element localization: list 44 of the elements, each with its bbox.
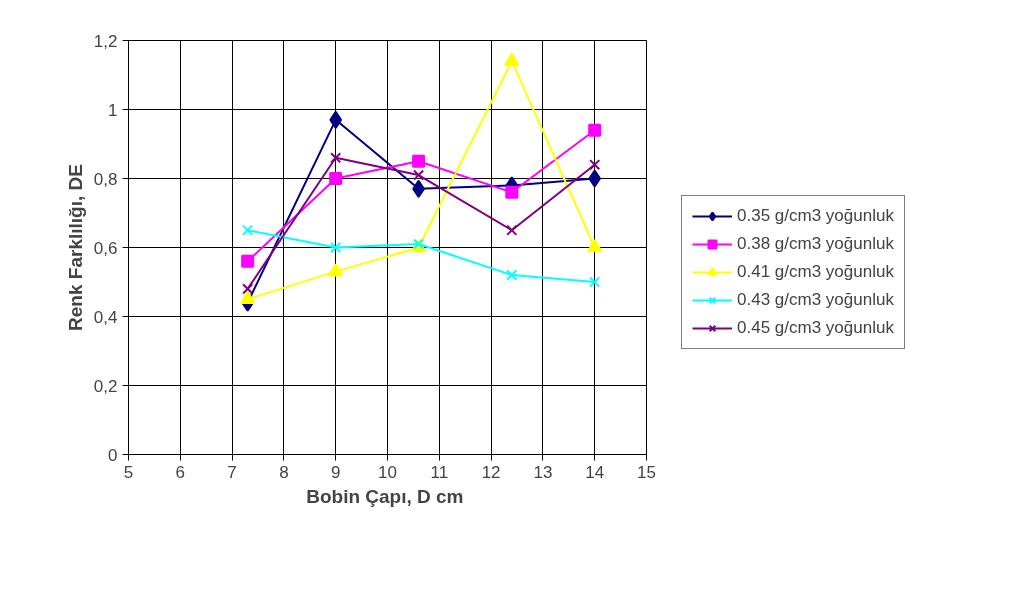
legend-label: 0.38 g/cm3 yoğunluk: [737, 234, 894, 254]
y-tick-label: 0,8: [93, 169, 118, 189]
x-tick-label: 5: [123, 462, 134, 482]
legend-label: 0.45 g/cm3 yoğunluk: [737, 318, 894, 338]
point: [588, 169, 602, 188]
point: [412, 169, 425, 181]
legend-label: 0.41 g/cm3 yoğunluk: [737, 262, 894, 282]
x-tick-label: 15: [637, 462, 656, 482]
x-tick-label: 6: [175, 462, 186, 482]
point: [329, 110, 343, 129]
legend-label: 0.43 g/cm3 yoğunluk: [737, 290, 894, 310]
y-tick-label: 0,2: [93, 376, 118, 396]
point: [242, 283, 254, 295]
point: [587, 238, 603, 253]
y-tick-label: 1,2: [93, 31, 118, 51]
point: [589, 276, 601, 288]
point: [589, 159, 601, 171]
x-tick-label: 7: [227, 462, 237, 482]
point: [330, 152, 342, 164]
point: [412, 154, 426, 168]
point: [505, 185, 519, 199]
point: [506, 224, 518, 236]
x-tick-label: 13: [533, 462, 553, 482]
x-tick-label: 14: [585, 462, 605, 482]
y-axis-title: Renk Farklılığı, DE: [64, 164, 86, 331]
point: [330, 241, 342, 254]
point: [588, 123, 602, 137]
y-tick-label: 0,6: [93, 238, 118, 258]
x-tick-label: 10: [378, 462, 397, 482]
y-tick-label: 0: [108, 445, 118, 465]
x-tick-label: 12: [481, 462, 501, 482]
x-tick-label: 9: [330, 462, 341, 482]
y-tick-label: 0,4: [93, 307, 118, 327]
x-axis-title: Bobin Çapı, D cm: [306, 485, 464, 507]
x-tick-label: 8: [279, 462, 289, 482]
point: [329, 172, 343, 185]
point: [240, 290, 256, 304]
x-tick-label: 11: [430, 462, 449, 482]
y-tick-label: 1: [108, 100, 118, 120]
point: [242, 224, 254, 236]
point: [328, 263, 344, 277]
point: [506, 269, 518, 281]
point: [241, 254, 255, 268]
legend-label: 0.35 g/cm3 yoğunluk: [737, 206, 894, 226]
